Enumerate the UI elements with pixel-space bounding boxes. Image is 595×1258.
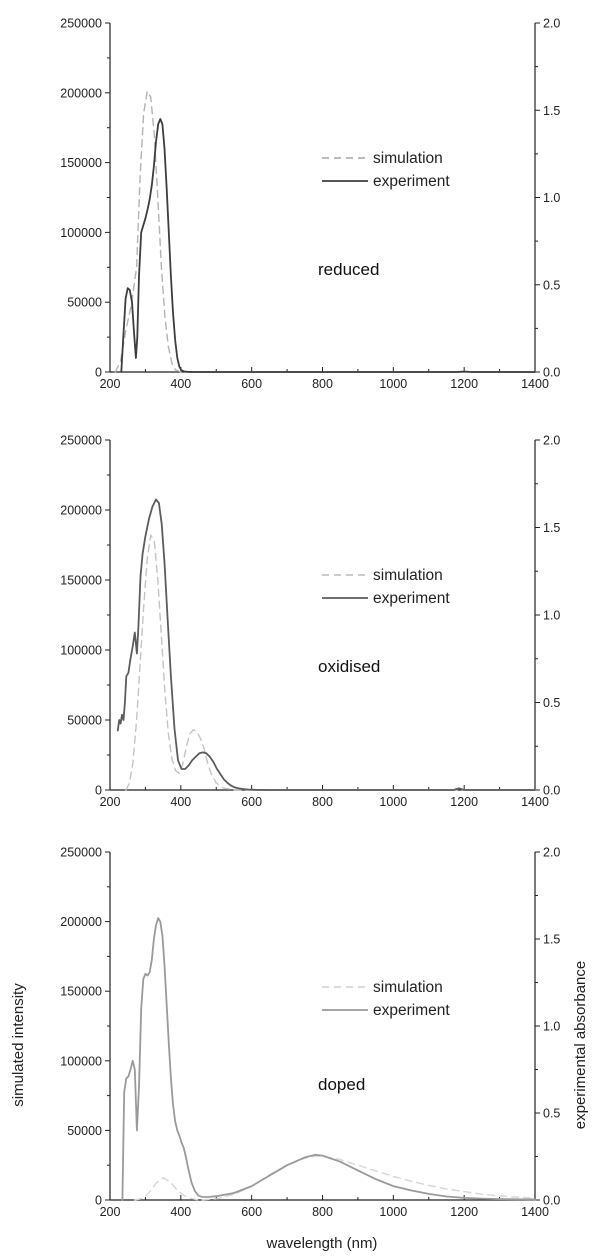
x-tick-label: 1000 (379, 1205, 407, 1219)
y2-tick-label: 0.0 (543, 366, 560, 380)
y-tick-label: 200000 (60, 915, 102, 929)
x-tick-label: 1400 (521, 377, 549, 391)
y-tick-label: 0 (95, 1194, 102, 1208)
x-tick-label: 200 (100, 1205, 121, 1219)
x-axis-title: wavelength (nm) (266, 1235, 378, 1252)
x-tick-label: 1000 (379, 377, 407, 391)
y2-tick-label: 1.5 (543, 521, 560, 535)
y-tick-label: 100000 (60, 226, 102, 240)
x-tick-label: 1200 (450, 795, 478, 809)
legend-label-simulation: simulation (373, 567, 443, 584)
y-tick-label: 100000 (60, 1054, 102, 1068)
x-tick-label: 1400 (521, 1205, 549, 1219)
legend-label-experiment: experiment (373, 173, 450, 190)
y2-tick-label: 0.5 (543, 278, 560, 292)
series-line-experiment (120, 118, 536, 373)
series-line-simulation (114, 90, 536, 373)
legend-label-simulation: simulation (373, 150, 443, 167)
x-tick-label: 800 (312, 1205, 333, 1219)
panel-reduced: 200 400 600 800 1000 1200 1400 0 50000 100000 1500… (60, 17, 560, 392)
x-tick-label: 1400 (521, 795, 549, 809)
panel-annotation: reduced (318, 260, 379, 279)
x-tick-label: 600 (241, 795, 262, 809)
y2-tick-label: 0.5 (543, 1107, 560, 1121)
x-tick-label: 600 (241, 377, 262, 391)
y-tick-label: 250000 (60, 846, 102, 860)
x-tick-label: 800 (312, 795, 333, 809)
y2-tick-label: 1.0 (543, 191, 560, 205)
x-tick-label: 600 (241, 1205, 262, 1219)
y-tick-label: 100000 (60, 644, 102, 658)
left-axis-title: simulated intensity (10, 983, 27, 1107)
x-tick-label: 400 (170, 377, 191, 391)
legend-label-experiment: experiment (373, 590, 450, 607)
y-tick-label: 50000 (67, 1124, 102, 1138)
panel-annotation: oxidised (318, 657, 380, 676)
y-tick-label: 50000 (67, 296, 102, 310)
y-tick-label: 200000 (60, 86, 102, 100)
series-line-experiment (116, 498, 536, 791)
y2-tick-label: 1.5 (543, 933, 560, 947)
y2-tick-label: 2.0 (543, 434, 560, 448)
y2-tick-label: 0.5 (543, 696, 560, 710)
y-tick-label: 0 (95, 366, 102, 380)
y2-tick-label: 1.0 (543, 1020, 560, 1034)
y-tick-label: 150000 (60, 985, 102, 999)
x-tick-label: 1200 (450, 1205, 478, 1219)
right-axis-title: experimental absorbance (572, 961, 589, 1129)
x-tick-label: 800 (312, 377, 333, 391)
panel-annotation: doped (318, 1075, 365, 1094)
x-tick-label: 400 (170, 1205, 191, 1219)
y2-tick-label: 0.0 (543, 784, 560, 798)
y-tick-label: 0 (95, 784, 102, 798)
y2-tick-label: 2.0 (543, 17, 560, 31)
y2-tick-label: 1.0 (543, 609, 560, 623)
x-tick-label: 400 (170, 795, 191, 809)
y-tick-label: 150000 (60, 156, 102, 170)
series-line-experiment (121, 917, 536, 1201)
y-tick-label: 250000 (60, 434, 102, 448)
y-tick-label: 200000 (60, 504, 102, 518)
series-line-simulation (134, 1155, 536, 1201)
y-tick-label: 150000 (60, 574, 102, 588)
x-tick-label: 1200 (450, 377, 478, 391)
y-tick-label: 50000 (67, 714, 102, 728)
y2-tick-label: 1.5 (543, 104, 560, 118)
legend-label-experiment: experiment (373, 1002, 450, 1019)
panel-doped: 200 400 600 800 1000 1200 1400 0 50000 100000 1500… (60, 846, 560, 1220)
x-tick-label: 200 (100, 377, 121, 391)
x-tick-label: 200 (100, 795, 121, 809)
series-line-simulation (125, 534, 536, 791)
legend-label-simulation: simulation (373, 979, 443, 996)
y2-tick-label: 0.0 (543, 1194, 560, 1208)
y-tick-label: 250000 (60, 17, 102, 31)
panel-oxidised: 200 400 600 800 1000 1200 1400 0 50000 100000 1500… (60, 434, 560, 810)
x-tick-label: 1000 (379, 795, 407, 809)
y2-tick-label: 2.0 (543, 846, 560, 860)
